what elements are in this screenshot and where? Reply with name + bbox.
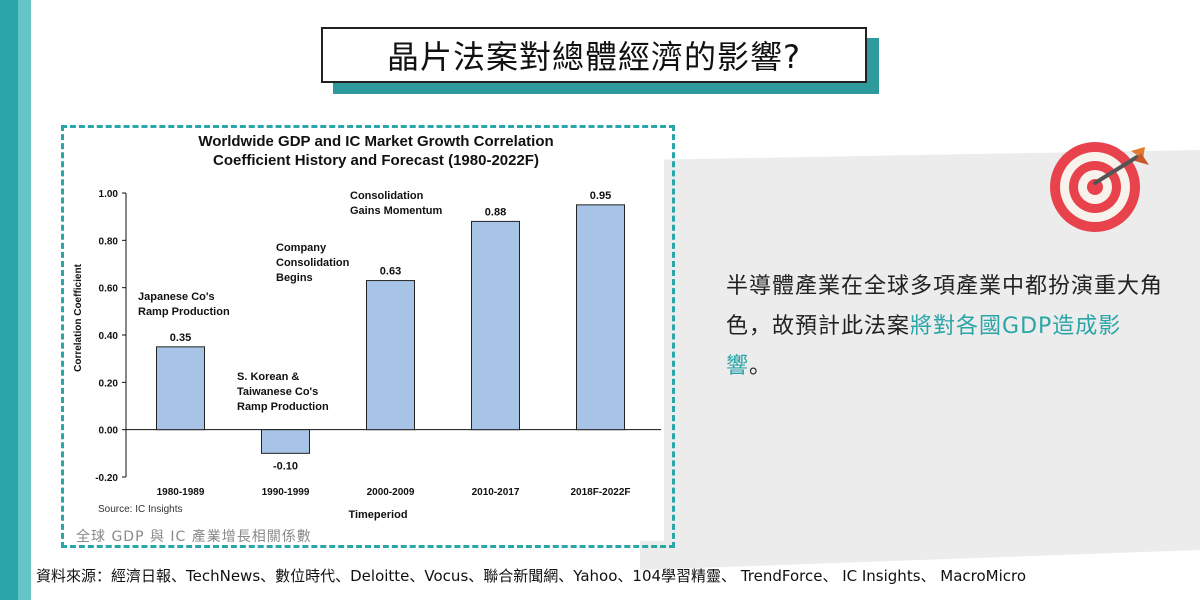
source-line: 資料來源：經濟日報、TechNews、數位時代、Deloitte、Vocus、聯… xyxy=(36,567,1027,585)
body-text-plain: 半導體產業在全球多項產業中都扮演重大角色，故預計此法案 xyxy=(726,274,1164,339)
x-category-label: 2010-2017 xyxy=(472,487,520,498)
y-tick-label: 0.40 xyxy=(99,331,119,342)
x-category-label: 1980-1989 xyxy=(157,487,205,498)
chart-caption: 全球 GDP 與 IC 產業增長相關係數 xyxy=(76,529,312,545)
chart-source: Source: IC Insights xyxy=(98,504,182,515)
target-with-arrow-icon xyxy=(1050,142,1149,232)
left-accent-stripe xyxy=(18,0,31,600)
chart-frame xyxy=(61,125,675,548)
x-category-label: 2000-2009 xyxy=(367,487,415,498)
bar-value-label: 0.95 xyxy=(590,190,611,202)
chart-annotation: Consolidation Gains Momentum xyxy=(350,190,443,217)
bar xyxy=(576,204,625,431)
bar xyxy=(471,220,520,431)
x-axis-label: Timeperiod xyxy=(348,509,407,521)
x-category-label: 2018F-2022F xyxy=(570,487,630,498)
bar-value-label: 0.35 xyxy=(170,332,191,344)
y-tick-label: 0.20 xyxy=(99,378,119,389)
bar xyxy=(366,280,415,431)
body-text-highlight: 將對各國GDP造成影響 xyxy=(726,314,1122,379)
chart-panel: Worldwide GDP and IC Market Growth Corre… xyxy=(66,128,664,541)
y-axis-label: Correlation Coefficient xyxy=(73,263,84,371)
bar xyxy=(156,346,205,431)
x-category-label: 1990-1999 xyxy=(262,487,310,498)
y-tick-label: -0.20 xyxy=(95,473,118,484)
chart-annotation: S. Korean & Taiwanese Co's Ramp Production xyxy=(237,371,329,413)
y-tick-label: 0.00 xyxy=(99,426,119,437)
gray-background-band xyxy=(640,150,1200,570)
chart-caption-background xyxy=(66,523,356,545)
y-tick-label: 0.60 xyxy=(99,284,119,295)
body-text-end: 。 xyxy=(749,354,773,379)
correlation-chart: Worldwide GDP and IC Market Growth Corre… xyxy=(73,133,661,521)
y-tick-label: 0.80 xyxy=(99,236,119,247)
body-paragraph: 半導體產業在全球多項產業中都扮演重大角色，故預計此法案將對各國GDP造成影響。 xyxy=(726,267,1166,387)
chart-title: Worldwide GDP and IC Market Growth Corre… xyxy=(198,133,553,150)
chart-subtitle: Coefficient History and Forecast (1980-2… xyxy=(213,152,539,169)
chart-annotation: Company Consolidation Begins xyxy=(276,242,350,284)
bar-value-label: -0.10 xyxy=(273,460,298,472)
chart-annotation: Japanese Co's Ramp Production xyxy=(138,291,230,318)
bar xyxy=(261,429,310,454)
page-title: 晶片法案對總體經濟的影響? xyxy=(321,27,867,83)
y-tick-label: 1.00 xyxy=(99,189,119,200)
bar-value-label: 0.63 xyxy=(380,266,401,278)
bar-value-label: 0.88 xyxy=(485,206,506,218)
